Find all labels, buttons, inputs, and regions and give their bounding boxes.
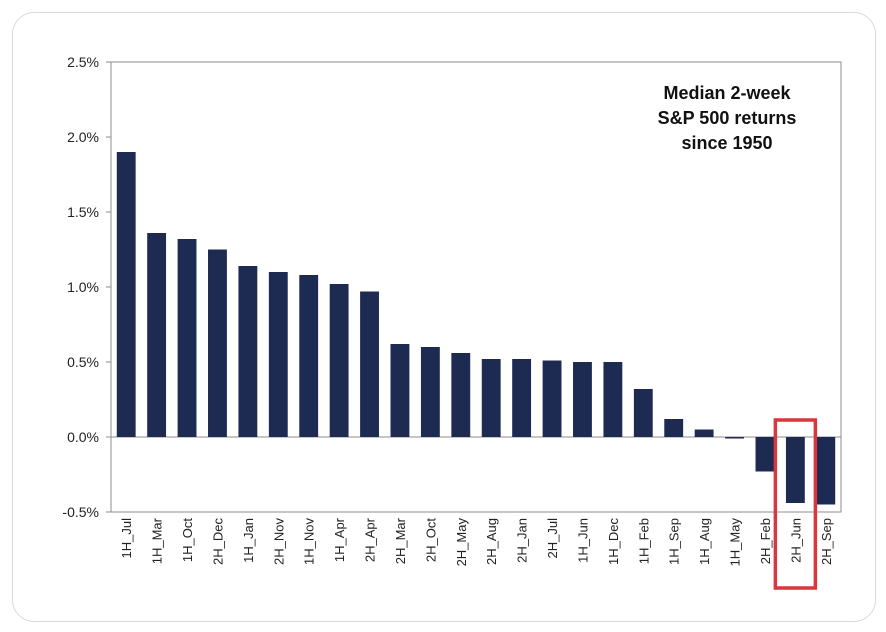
- y-tick-label: 0.0%: [67, 429, 99, 445]
- x-tick-label: 1H_Oct: [180, 518, 195, 562]
- bar-2H_Aug: [481, 359, 501, 437]
- x-tick-label: 1H_Dec: [606, 518, 621, 565]
- bar-2H_Jun: [785, 437, 805, 503]
- x-tick-label: 1H_Jul: [119, 518, 134, 559]
- bar-1H_May: [725, 437, 744, 439]
- y-tick-label: 1.0%: [67, 279, 99, 295]
- bar-1H_Nov: [299, 275, 319, 437]
- x-axis-labels: 1H_Jul 1H_Mar 1H_Oct 2H_Dec 1H_Jan 2H_Nov 1H_N…: [119, 517, 834, 566]
- bar-2H_Apr: [360, 291, 379, 437]
- y-tick-label: 2.0%: [67, 129, 99, 145]
- bar-2H_Sep: [816, 437, 836, 505]
- x-tick-label: 2H_Jun: [788, 518, 803, 563]
- bar-1H_Jan: [238, 266, 258, 437]
- x-tick-label: 1H_Apr: [332, 517, 347, 562]
- bar-2H_Feb: [755, 437, 775, 472]
- x-tick-label: 1H_May: [728, 518, 743, 567]
- bar-2H_Dec: [208, 249, 227, 437]
- y-tick-label: -0.5%: [62, 504, 99, 520]
- y-tick-label: 2.5%: [67, 54, 99, 70]
- bar-2H_Jan: [512, 359, 532, 437]
- x-tick-label: 1H_Mar: [150, 517, 165, 564]
- x-tick-label: 2H_May: [454, 518, 469, 567]
- x-tick-label: 1H_Nov: [302, 518, 317, 565]
- x-tick-label: 1H_Sep: [667, 518, 682, 565]
- y-tick-label: 0.5%: [67, 354, 99, 370]
- chart-title-line-3: since 1950: [681, 133, 772, 153]
- bar-1H_Oct: [177, 239, 197, 437]
- x-tick-label: 1H_Aug: [697, 518, 712, 565]
- x-tick-label: 2H_Jul: [545, 518, 560, 559]
- x-tick-label: 2H_Nov: [271, 518, 286, 565]
- bar-1H_Aug: [694, 429, 714, 437]
- bar-2H_May: [451, 353, 471, 437]
- x-tick-label: 2H_Oct: [423, 518, 438, 562]
- x-tick-label: 1H_Jan: [241, 518, 256, 563]
- bar-2H_Nov: [268, 272, 288, 437]
- bar-1H_Mar: [147, 233, 167, 437]
- x-tick-label: 2H_Aug: [484, 518, 499, 565]
- x-tick-label: 2H_Dec: [210, 518, 225, 565]
- bar-2H_Mar: [390, 344, 410, 437]
- x-tick-label: 1H_Feb: [636, 518, 651, 564]
- bar-1H_Apr: [329, 284, 349, 437]
- x-tick-label: 2H_Sep: [819, 518, 834, 565]
- bar-1H_Sep: [664, 419, 684, 437]
- x-tick-label: 2H_Jan: [515, 518, 530, 563]
- chart-title-line-2: S&P 500 returns: [658, 108, 797, 128]
- bar-2H_Jul: [542, 360, 562, 437]
- bar-2H_Oct: [420, 347, 440, 437]
- bar-1H_Dec: [603, 362, 623, 437]
- highlight-box: [773, 418, 818, 590]
- bar-1H_Jul: [116, 152, 136, 437]
- x-tick-label: 2H_Feb: [758, 518, 773, 564]
- bars: [116, 152, 836, 505]
- y-axis-ticks: 2.5% 2.0% 1.5% 1.0% 0.5% 0.0% -0.5%: [62, 54, 111, 520]
- x-tick-label: 2H_Mar: [393, 517, 408, 564]
- y-tick-label: 1.5%: [67, 204, 99, 220]
- chart-title-line-1: Median 2-week: [663, 83, 791, 103]
- x-tick-label: 1H_Jun: [575, 518, 590, 563]
- bar-1H_Feb: [633, 389, 653, 437]
- bar-1H_Jun: [573, 362, 592, 437]
- x-tick-label: 2H_Apr: [363, 517, 378, 562]
